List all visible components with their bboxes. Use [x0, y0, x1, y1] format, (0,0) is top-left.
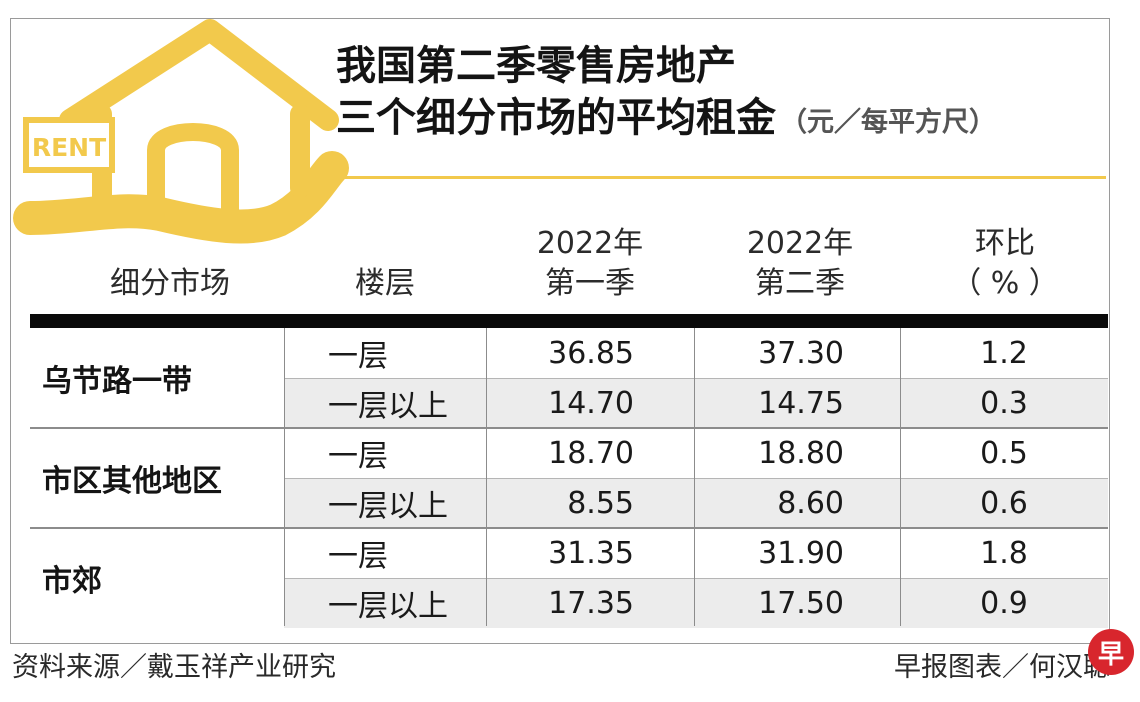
- q1-value: 8.55: [567, 485, 634, 521]
- header-q1-year: 2022年: [536, 226, 644, 261]
- row-band: [284, 578, 1108, 628]
- title-line-1: 我国第二季零售房地产: [336, 43, 736, 89]
- q2-value: 18.80: [758, 435, 844, 471]
- header-market: 细分市场: [110, 266, 230, 301]
- row-divider: [284, 578, 1108, 579]
- header-q2: 2022年 第二季: [700, 224, 900, 304]
- header-q1-quarter: 第一季: [545, 266, 635, 301]
- title-unit: （元／每平方尺）: [780, 107, 996, 138]
- floor-cell: 一层: [328, 439, 388, 474]
- credit-note: 早报图表／何汉聪: [894, 652, 1110, 683]
- qoq-value: 0.9: [980, 585, 1028, 621]
- floor-cell: 一层以上: [328, 489, 448, 524]
- floor-cell: 一层: [328, 539, 388, 574]
- q1-value: 14.70: [548, 385, 634, 421]
- header-qoq-label: 环比: [975, 226, 1035, 261]
- qoq-value: 0.6: [980, 485, 1028, 521]
- data-table: 乌节路一带 一层 36.85 37.30 1.2 一层以上 14.70 14.75 0.3 市区其…: [30, 328, 1108, 628]
- row-divider: [284, 478, 1108, 479]
- header-q1: 2022年 第一季: [490, 224, 690, 304]
- title-underline: [336, 176, 1106, 179]
- floor-cell: 一层: [328, 339, 388, 374]
- q2-value: 17.50: [758, 585, 844, 621]
- zaobao-badge: 早: [1088, 629, 1134, 675]
- column-divider: [486, 328, 487, 626]
- row-band: [284, 478, 1108, 528]
- column-divider: [284, 328, 285, 626]
- q1-value: 17.35: [548, 585, 634, 621]
- segment-label: 乌节路一带: [42, 364, 192, 399]
- qoq-value: 1.2: [980, 335, 1028, 371]
- row-divider: [284, 378, 1108, 379]
- floor-cell: 一层以上: [328, 389, 448, 424]
- header-rule: [30, 314, 1108, 328]
- header-q2-quarter: 第二季: [755, 266, 845, 301]
- header-qoq: 环比 （ % ）: [905, 224, 1105, 304]
- q1-value: 18.70: [548, 435, 634, 471]
- title-line-2: 三个细分市场的平均租金 （元／每平方尺）: [336, 92, 1106, 149]
- group-divider: [30, 427, 1108, 429]
- segment-label: 市郊: [42, 564, 102, 599]
- q2-value: 8.60: [777, 485, 844, 521]
- group-divider: [30, 527, 1108, 529]
- source-note: 资料来源／戴玉祥产业研究: [12, 652, 336, 683]
- header-qoq-unit: （ % ）: [951, 266, 1059, 301]
- segment-label: 市区其他地区: [42, 464, 222, 499]
- q2-value: 14.75: [758, 385, 844, 421]
- qoq-value: 0.3: [980, 385, 1028, 421]
- floor-cell: 一层以上: [328, 589, 448, 624]
- title-line-2-text: 三个细分市场的平均租金: [336, 95, 776, 141]
- column-divider: [694, 328, 695, 626]
- chart-title: 我国第二季零售房地产 三个细分市场的平均租金 （元／每平方尺）: [336, 40, 1106, 149]
- q2-value: 31.90: [758, 535, 844, 571]
- q1-value: 36.85: [548, 335, 634, 371]
- q1-value: 31.35: [548, 535, 634, 571]
- header-floor: 楼层: [355, 266, 415, 301]
- q2-value: 37.30: [758, 335, 844, 371]
- column-divider: [900, 328, 901, 626]
- qoq-value: 1.8: [980, 535, 1028, 571]
- qoq-value: 0.5: [980, 435, 1028, 471]
- header-q2-year: 2022年: [746, 226, 854, 261]
- row-band: [284, 378, 1108, 428]
